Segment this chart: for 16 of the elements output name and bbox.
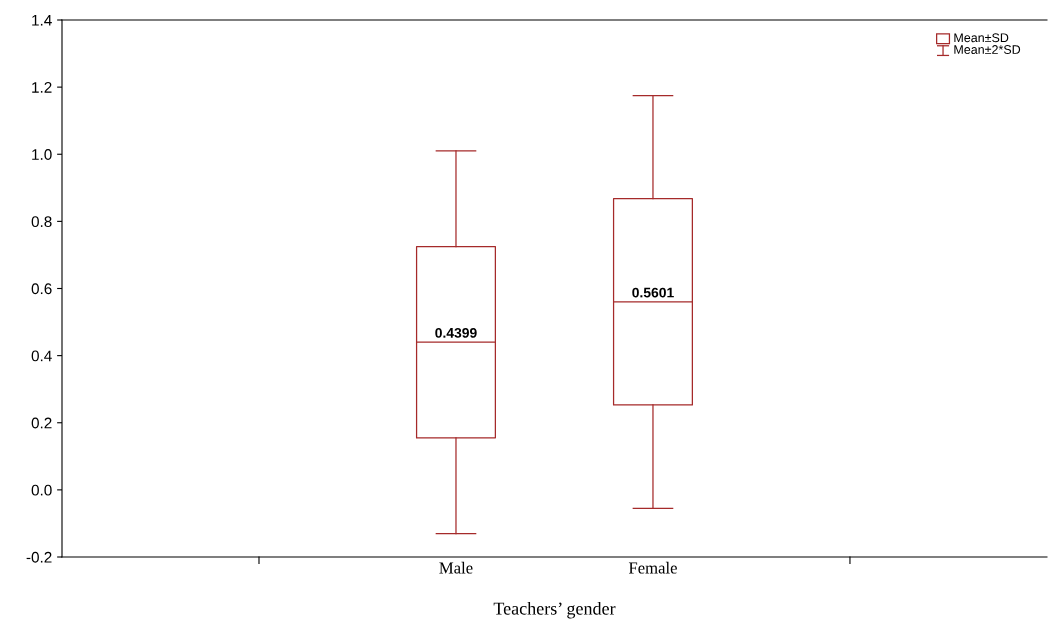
annotation: Mean±SD: [954, 33, 1009, 43]
y-tick-label: 0.2: [31, 417, 52, 429]
y-tick-label: 1.4: [32, 15, 52, 26]
annotation: 0.4399: [435, 327, 477, 338]
y-tick-label: -0.2: [26, 551, 52, 563]
y-tick-label: 0.6: [31, 283, 52, 295]
y-tick-label: 1.0: [32, 149, 52, 160]
y-tick-label: 0.8: [31, 216, 52, 228]
y-tick-label: 0.4: [31, 350, 52, 362]
y-tick-label: 0.0: [31, 484, 52, 496]
y-tick-label: 1.2: [32, 81, 52, 93]
x-tick-label: Female: [628, 561, 677, 574]
annotation: Mean±2*SD: [954, 45, 1021, 54]
x-axis-title: Teachers’ gender: [493, 601, 616, 619]
annotation: 0.5601: [632, 287, 674, 298]
x-tick-label: Male: [439, 561, 473, 574]
